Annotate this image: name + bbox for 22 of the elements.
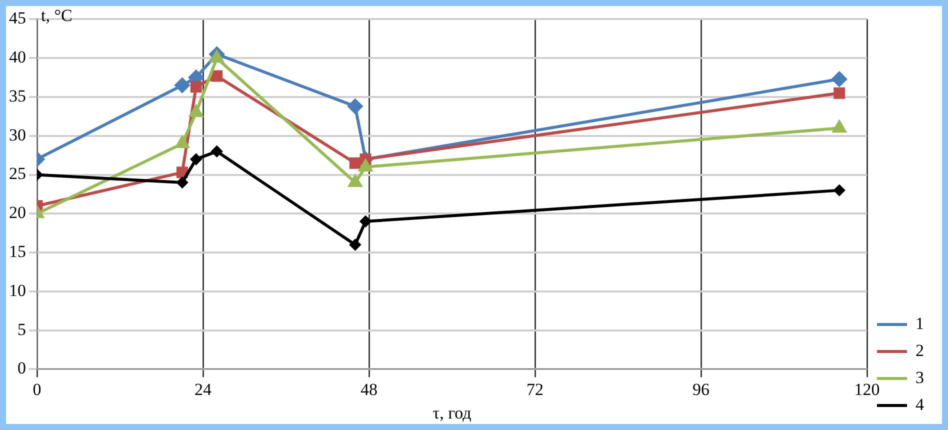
y-tick-label: 10 [9,280,26,300]
x-tick-label: 96 [692,380,710,399]
y-tick-label: 15 [9,242,26,261]
x-tick-label: 72 [526,380,544,399]
y-axis-title: t, °C [41,6,72,25]
y-tick-label: 20 [9,203,26,222]
y-tick-label: 45 [9,8,26,28]
x-tick-label: 24 [194,380,212,399]
y-tick-label: 40 [9,48,26,67]
y-tick-label: 30 [9,125,26,144]
x-axis-title: τ, год [432,403,472,422]
x-tick-label: 120 [854,380,880,399]
x-tick-label: 0 [32,380,42,399]
y-tick-label: 5 [18,320,26,339]
y-tick-label: 35 [9,86,26,106]
y-tick-label: 0 [18,358,26,378]
legend-label: 2 [916,340,924,360]
legend-label: 4 [916,394,924,414]
legend-label: 1 [916,314,924,333]
x-tick-label: 48 [360,380,378,399]
legend-label: 3 [916,368,924,387]
y-tick-label: 25 [9,164,26,184]
